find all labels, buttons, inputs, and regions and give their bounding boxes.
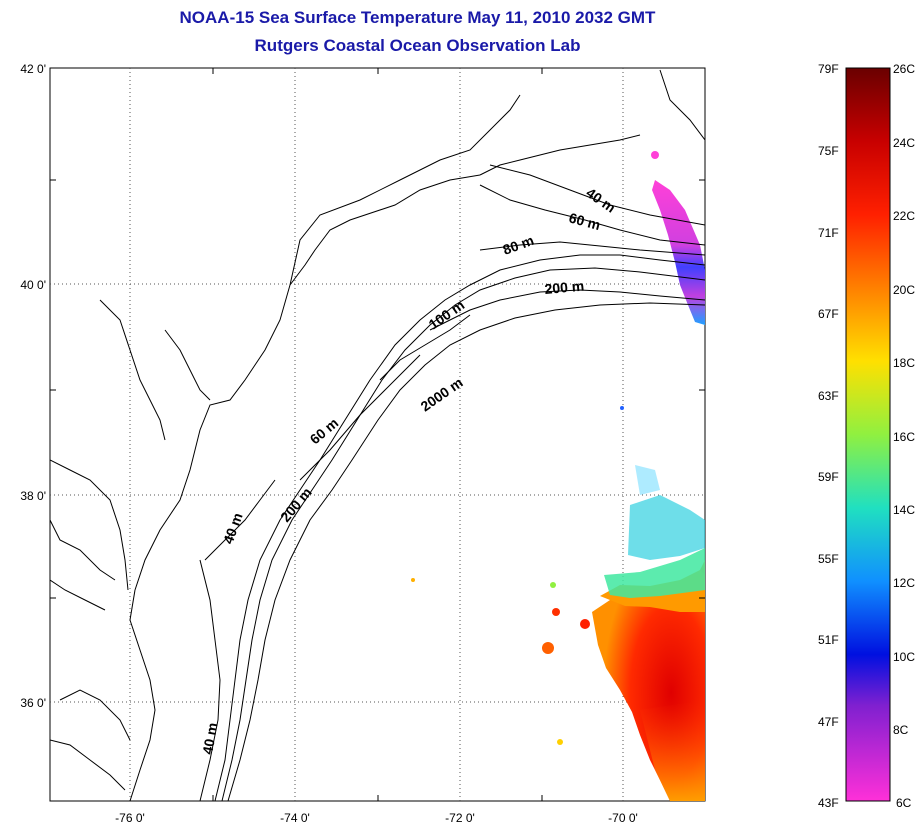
contour-label: 60 m — [567, 209, 602, 233]
colorbar — [845, 67, 891, 802]
lon-label: -72 0' — [445, 811, 475, 825]
colorbar-c-label: 8C — [893, 723, 909, 737]
lat-label: 40 0' — [20, 278, 46, 292]
map-subtitle: Rutgers Coastal Ocean Observation Lab — [254, 36, 581, 55]
colorbar-c-label: 10C — [893, 650, 915, 664]
lon-label: -74 0' — [280, 811, 310, 825]
colorbar-f-label: 63F — [818, 389, 839, 403]
colorbar-f-label: 51F — [818, 633, 839, 647]
colorbar-f-label: 43F — [818, 796, 839, 810]
colorbar-celsius-labels: 26C 24C 22C 20C 18C 16C 14C 12C 10C 8C 6… — [893, 62, 915, 810]
colorbar-f-label: 71F — [818, 226, 839, 240]
map-title: NOAA-15 Sea Surface Temperature May 11, … — [179, 8, 656, 27]
colorbar-fahrenheit-labels: 79F 75F 71F 67F 63F 59F 55F 51F 47F 43F — [818, 62, 839, 810]
lon-label: -70 0' — [608, 811, 638, 825]
colorbar-c-label: 22C — [893, 209, 915, 223]
lat-label: 36 0' — [20, 696, 46, 710]
contour-label: 200 m — [544, 278, 585, 297]
colorbar-f-label: 67F — [818, 307, 839, 321]
bathymetry-contours — [214, 164, 705, 801]
colorbar-f-label: 59F — [818, 470, 839, 484]
colorbar-f-label: 79F — [818, 62, 839, 76]
colorbar-f-label: 47F — [818, 715, 839, 729]
lat-label: 42 0' — [20, 62, 46, 76]
colorbar-c-label: 24C — [893, 136, 915, 150]
lon-label: -76 0' — [115, 811, 145, 825]
colorbar-c-label: 6C — [896, 796, 912, 810]
colorbar-c-label: 16C — [893, 430, 915, 444]
colorbar-c-label: 12C — [893, 576, 915, 590]
longitude-labels: -76 0' -74 0' -72 0' -70 0' — [115, 811, 638, 825]
colorbar-f-label: 75F — [818, 144, 839, 158]
map-frame — [49, 67, 706, 802]
colorbar-c-label: 14C — [893, 503, 915, 517]
colorbar-f-label: 55F — [818, 552, 839, 566]
colorbar-c-label: 26C — [893, 62, 915, 76]
latitude-labels: 42 0' 40 0' 38 0' 36 0' — [20, 62, 46, 710]
coastline — [50, 69, 705, 801]
colorbar-c-label: 20C — [893, 283, 915, 297]
contour-label: 40 m — [199, 721, 220, 755]
frame-ticks — [50, 68, 705, 801]
colorbar-c-label: 18C — [893, 356, 915, 370]
sst-swath-south — [411, 406, 705, 801]
lat-label: 38 0' — [20, 489, 46, 503]
